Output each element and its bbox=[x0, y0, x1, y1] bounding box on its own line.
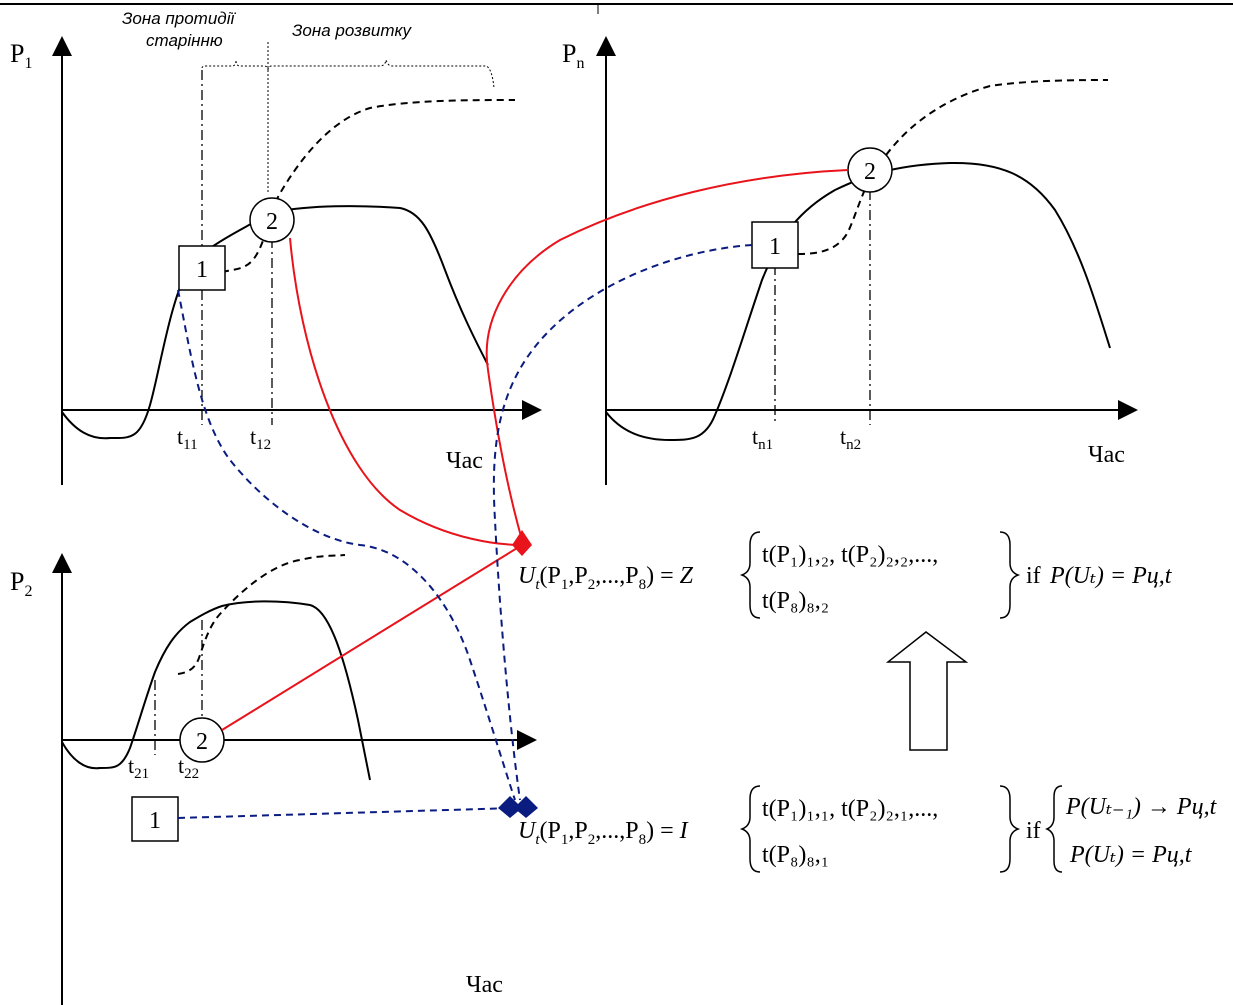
p1-development-curve bbox=[221, 99, 516, 273]
p1-node-1-box bbox=[178, 245, 226, 291]
p2-node-1-label: 1 bbox=[149, 808, 161, 834]
p1-axis-label: P1 bbox=[10, 39, 32, 72]
lower-formula-brace-line1: t(P₁)₁,₁, t(P₂)₂,₁,..., bbox=[762, 796, 938, 822]
pn-node-1-label: 1 bbox=[769, 234, 781, 260]
lower-formula-close-brace bbox=[999, 785, 1021, 873]
pn-tick-tn1: tn1 bbox=[752, 424, 773, 453]
upper-formula-brace-line2: t(P₈)₈,₂ bbox=[762, 588, 829, 614]
upper-formula-open-brace bbox=[739, 531, 761, 619]
upper-formula-brace-line1: t(P₁)₁,₂, t(P₂)₂,₂,..., bbox=[762, 542, 938, 568]
blue-link-pn bbox=[492, 244, 753, 801]
blue-link-target-marker-1 bbox=[498, 796, 522, 818]
lower-formula-condition-2: P(Uₜ) = Pц,t bbox=[1069, 842, 1193, 868]
upper-formula-condition: P(Uₜ) = Pц,t bbox=[1049, 563, 1173, 589]
panel-p2: P2 Час t21 t22 1 2 bbox=[10, 553, 537, 1005]
red-link-target-marker bbox=[512, 530, 532, 556]
pn-time-label: Час bbox=[1088, 442, 1125, 468]
lower-formula-condition-1: P(Uₜ₋₁) → Pц,t bbox=[1065, 794, 1218, 820]
p1-node-2-label: 2 bbox=[266, 209, 278, 235]
blue-link-p2 bbox=[177, 807, 516, 819]
lower-formula-lhs: Ut(P1,P2,...,P8) = I bbox=[518, 818, 689, 848]
panel-p1: P1 Час t11 t12 Зона протидії старінню Зо… bbox=[10, 9, 542, 485]
p1-node-1-label: 1 bbox=[196, 257, 208, 283]
lower-formula-cond-prefix: if bbox=[1026, 818, 1041, 844]
pn-axis-label: Pn bbox=[562, 39, 584, 72]
development-zone-label: Зона розвитку bbox=[292, 21, 413, 40]
panel-pn: Pn Час tn1 tn2 1 2 bbox=[562, 36, 1138, 485]
upper-formula-lhs: Ut(P1,P2,...,P8) = Z bbox=[518, 563, 694, 593]
pn-life-curve bbox=[605, 161, 1111, 442]
p1-tick-t12: t12 bbox=[250, 424, 271, 453]
p2-node-2-circle bbox=[179, 717, 225, 763]
lower-formula-brace-line2: t(P₈)₈,₁ bbox=[762, 842, 829, 868]
pn-tick-tn2: tn2 bbox=[840, 424, 861, 453]
pn-node-1-box bbox=[751, 221, 799, 269]
transition-arrow bbox=[885, 631, 969, 751]
upper-formula-cond-prefix: if bbox=[1026, 563, 1041, 589]
p2-node-1-box bbox=[131, 796, 179, 842]
p2-node-2-label: 2 bbox=[196, 729, 208, 755]
p1-time-label: Час bbox=[446, 448, 483, 474]
p1-node-2-circle bbox=[249, 197, 295, 243]
lower-formula-open-brace bbox=[739, 785, 761, 873]
opposition-zone-label-line2: старінню bbox=[146, 31, 223, 50]
opposition-zone-label-line1: Зона протидії bbox=[122, 9, 236, 28]
red-link-p1 bbox=[289, 237, 523, 546]
opposition-zone-brace bbox=[201, 59, 269, 72]
red-link-pn bbox=[485, 169, 849, 541]
p2-axis-label: P2 bbox=[10, 567, 32, 600]
development-zone-brace bbox=[267, 59, 495, 89]
p2-tick-t21: t21 bbox=[128, 753, 149, 782]
blue-link-target-marker-2 bbox=[514, 796, 538, 818]
blue-link-p1 bbox=[177, 289, 516, 801]
lower-formula: Ut(P1,P2,...,P8) = I t(P₁)₁,₁, t(P₂)₂,₁,… bbox=[518, 785, 1218, 873]
p1-tick-t11: t11 bbox=[177, 424, 198, 453]
pn-node-2-label: 2 bbox=[864, 159, 876, 185]
upper-formula-close-brace bbox=[999, 531, 1021, 619]
p2-time-label: Час bbox=[466, 972, 503, 998]
upper-formula: Ut(P1,P2,...,P8) = Z t(P₁)₁,₂, t(P₂)₂,₂,… bbox=[518, 531, 1173, 619]
red-link-p2 bbox=[221, 544, 523, 731]
pn-development-curve bbox=[797, 79, 1109, 255]
p2-tick-t22: t22 bbox=[178, 753, 199, 782]
lower-formula-cond-brace bbox=[1045, 785, 1063, 873]
p2-life-curve bbox=[61, 600, 371, 781]
p1-life-curve bbox=[61, 205, 489, 440]
